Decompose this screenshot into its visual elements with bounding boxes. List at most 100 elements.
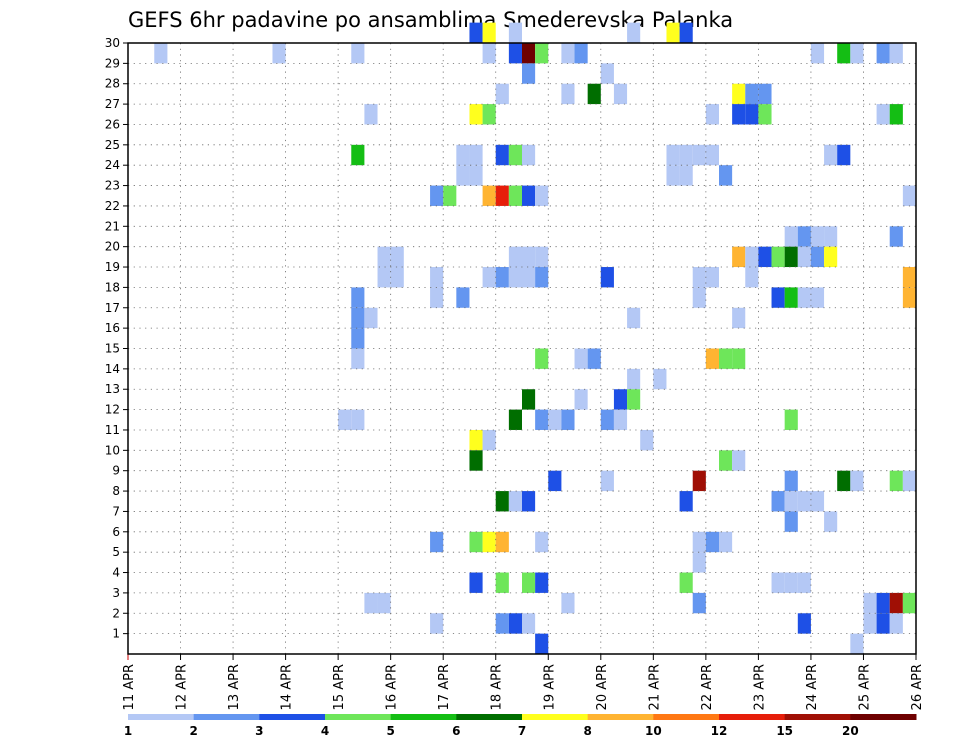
heatmap-cell	[745, 246, 759, 268]
heatmap-cell	[561, 409, 575, 430]
colorbar-swatch	[456, 714, 523, 720]
heatmap-cell	[390, 267, 404, 288]
heatmap-cell	[600, 409, 614, 430]
heatmap-cell	[482, 429, 496, 451]
heatmap-cell	[482, 185, 496, 206]
y-tick-label: 16	[105, 321, 120, 335]
heatmap-cell	[850, 633, 864, 654]
heatmap-cell	[810, 246, 825, 268]
y-tick-label: 1	[112, 627, 120, 641]
heatmap-cell	[154, 43, 168, 64]
y-tick-label: 5	[112, 545, 120, 559]
heatmap-cell	[692, 531, 706, 553]
x-tick-label: 12 APR	[175, 664, 190, 710]
heatmap-cell	[469, 429, 483, 451]
heatmap-cell	[705, 104, 719, 125]
heatmap-cell	[508, 144, 522, 166]
heatmap-cell	[351, 144, 365, 166]
heatmap-cell	[522, 144, 536, 166]
heatmap-cell	[508, 491, 522, 512]
heatmap-cell	[679, 491, 693, 512]
x-tick-label: 21 APR	[647, 664, 662, 710]
heatmap-cell	[508, 185, 522, 206]
heatmap-cell	[627, 307, 641, 329]
heatmap-cell	[889, 104, 903, 125]
heatmap-cell	[522, 246, 536, 268]
heatmap-cell	[758, 83, 772, 105]
heatmap-cell	[889, 470, 903, 492]
colorbar-label: 2	[189, 724, 197, 738]
x-tick-label: 13 APR	[227, 664, 242, 710]
x-tick-label: 11 APR	[122, 664, 137, 710]
heatmap-cell	[876, 43, 890, 64]
heatmap-cell	[508, 409, 522, 430]
heatmap-cell	[430, 267, 444, 288]
x-tick-label: 18 APR	[490, 664, 505, 710]
x-tick-label: 23 APR	[752, 664, 767, 710]
heatmap-cell	[574, 43, 588, 64]
heatmap-cell	[469, 144, 483, 166]
colorbar-label: 5	[386, 724, 394, 738]
heatmap-cell	[430, 287, 444, 308]
heatmap-cell	[469, 165, 483, 186]
colorbar-label: 12	[711, 724, 728, 738]
heatmap-cell	[692, 592, 706, 614]
heatmap-cell	[653, 368, 667, 390]
heatmap-cell	[745, 83, 759, 105]
heatmap-cell	[535, 246, 549, 268]
heatmap-cell	[784, 226, 798, 247]
heatmap-cell	[535, 43, 549, 64]
heatmap-cell	[535, 531, 549, 553]
heatmap-cell	[522, 63, 536, 84]
colorbar-label: 3	[255, 724, 263, 738]
heatmap-cell	[613, 389, 628, 410]
heatmap-cell	[482, 267, 496, 288]
heatmap-cell	[522, 43, 536, 64]
heatmap-cell	[705, 144, 719, 166]
heatmap-cell	[902, 287, 916, 308]
heatmap-cell	[456, 165, 470, 186]
colorbar-label: 4	[321, 724, 329, 738]
heatmap-cell	[732, 307, 746, 329]
y-tick-label: 10	[105, 443, 120, 457]
heatmap-cell	[784, 246, 798, 268]
heatmap-cell	[666, 165, 680, 186]
heatmap-cell	[837, 43, 851, 64]
colorbar-swatch	[587, 714, 654, 720]
y-tick-label: 22	[105, 199, 120, 213]
heatmap-cell	[535, 348, 549, 369]
grid-lines	[128, 43, 916, 654]
y-tick-label: 13	[105, 382, 120, 396]
y-tick-label: 30	[105, 36, 120, 50]
heatmap-cell	[771, 572, 785, 593]
y-tick-label: 15	[105, 342, 120, 356]
heatmap-cell	[364, 104, 378, 125]
x-tick-label: 20 APR	[595, 664, 610, 710]
x-tick-label: 14 APR	[280, 664, 295, 710]
heatmap-cell	[692, 144, 706, 166]
heatmap-cell	[679, 22, 693, 43]
heatmap-cell	[876, 592, 890, 614]
heatmap-cell	[508, 43, 522, 64]
y-tick-label: 24	[105, 158, 120, 172]
y-tick-label: 20	[105, 240, 120, 254]
heatmap-cell	[784, 287, 798, 308]
heatmap-cell	[797, 491, 811, 512]
heatmap-cell	[430, 613, 444, 634]
x-tick-label: 24 APR	[805, 664, 820, 710]
heatmap-cell	[338, 409, 352, 430]
heatmap-cell	[495, 144, 509, 166]
heatmap-cell	[482, 22, 496, 43]
heatmap-cell	[692, 287, 706, 308]
heatmap-cell	[351, 328, 365, 349]
heatmap-cell	[522, 389, 536, 410]
heatmap-cell	[600, 470, 614, 492]
heatmap-cell	[850, 43, 864, 64]
heatmap-cell	[430, 185, 444, 206]
colorbar-legend: 1 2 3 4 5 6 7 8 10 12 15 20	[124, 714, 917, 738]
y-tick-label: 6	[112, 525, 120, 539]
heatmap-cell	[482, 104, 496, 125]
y-tick-label: 29	[105, 56, 120, 70]
heatmap-cell	[351, 287, 365, 308]
heatmap-cell	[456, 144, 470, 166]
